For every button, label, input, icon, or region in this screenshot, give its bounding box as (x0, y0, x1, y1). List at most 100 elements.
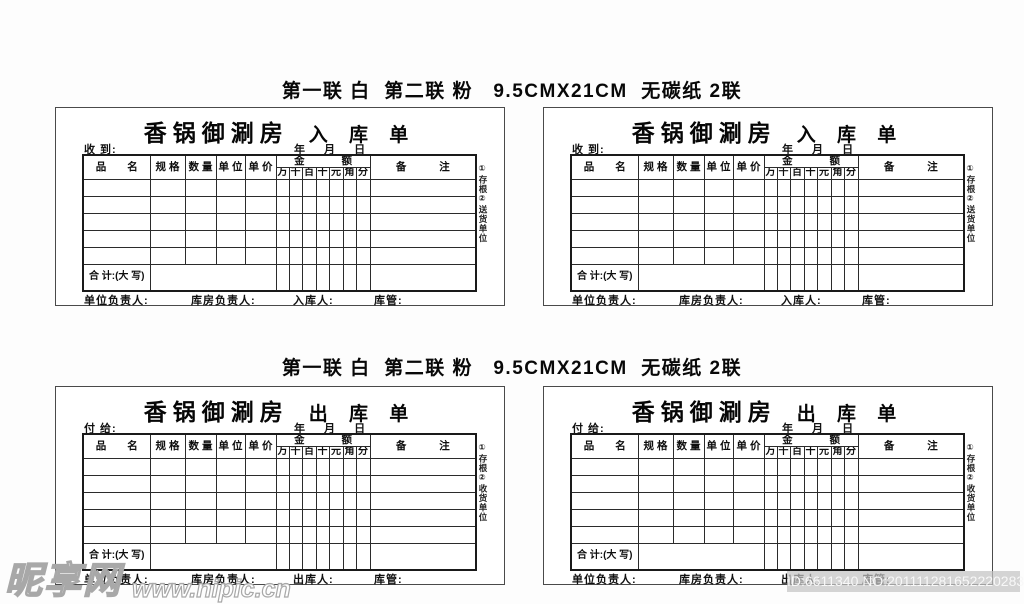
form-type-label: 入 库 单 (308, 125, 417, 146)
empty-cell (703, 229, 734, 248)
total-digit-cell (803, 263, 818, 292)
empty-cell (570, 229, 639, 248)
empty-cell (149, 491, 186, 510)
empty-cell (843, 229, 859, 248)
empty-cell (355, 246, 371, 265)
sig-keeper: 库管: (862, 295, 891, 307)
date-line: 年 月 日 (782, 144, 854, 156)
col-header-item: 品 名 (570, 154, 639, 180)
empty-cell (82, 212, 151, 231)
signature-row: 单位负责人: 库房负责人: 出库人: 库管: (56, 571, 504, 586)
sig-warehouse-manager: 库房负责人: (191, 574, 256, 586)
empty-cell (672, 246, 705, 265)
empty-cell (215, 474, 246, 493)
empty-cell (184, 491, 217, 510)
empty-cell (763, 178, 778, 197)
col-header-unit: 单 位 (703, 433, 734, 459)
blank-item-row (570, 491, 965, 510)
col-header-amount: 金 额 (275, 154, 371, 168)
empty-cell (288, 525, 303, 544)
empty-cell (275, 457, 290, 476)
empty-cell (184, 525, 217, 544)
empty-cell (789, 491, 805, 510)
empty-cell (184, 508, 217, 527)
empty-cell (703, 491, 734, 510)
empty-cell (215, 195, 246, 214)
empty-cell (570, 457, 639, 476)
total-words-cell (149, 542, 277, 571)
empty-cell (857, 491, 965, 510)
empty-cell (637, 229, 674, 248)
digit-shi: 十 (315, 445, 330, 459)
empty-cell (857, 246, 965, 265)
empty-cell (275, 195, 290, 214)
empty-cell (369, 178, 477, 197)
empty-cell (776, 491, 791, 510)
empty-cell (149, 195, 186, 214)
empty-cell (732, 195, 765, 214)
empty-cell (857, 212, 965, 231)
empty-cell (342, 525, 357, 544)
empty-cell (732, 212, 765, 231)
col-header-qty: 数 量 (184, 433, 217, 459)
brand-name: 香锅御涮房 (143, 399, 289, 426)
blank-item-rows (82, 457, 477, 544)
blank-item-row (570, 178, 965, 197)
empty-cell (342, 229, 357, 248)
blank-item-row (570, 474, 965, 493)
total-label: 合 计:(大 写) (570, 263, 639, 292)
empty-cell (732, 229, 765, 248)
digit-bai: 百 (789, 445, 805, 459)
signature-row: 单位负责人: 库房负责人: 入库人: 库管: (544, 292, 992, 307)
empty-cell (803, 525, 818, 544)
empty-cell (342, 491, 357, 510)
empty-cell (703, 178, 734, 197)
brand-name: 香锅御涮房 (631, 399, 777, 426)
empty-cell (215, 212, 246, 231)
empty-cell (301, 508, 317, 527)
empty-cell (328, 246, 344, 265)
form-stock-in-2: 香锅御涮房入 库 单 收 到: 年 月 日 品 名 规 格 数 量 单 位 单 … (543, 107, 993, 307)
col-header-qty: 数 量 (184, 154, 217, 180)
total-digit-cell (288, 542, 303, 571)
form-title: 香锅御涮房入 库 单 (544, 114, 992, 148)
empty-cell (355, 457, 371, 476)
empty-cell (149, 229, 186, 248)
col-header-unit: 单 位 (215, 433, 246, 459)
empty-cell (857, 457, 965, 476)
empty-cell (315, 457, 330, 476)
party-label: 收 到: (572, 144, 605, 156)
empty-cell (369, 525, 477, 544)
empty-cell (843, 195, 859, 214)
empty-cell (672, 457, 705, 476)
empty-cell (328, 178, 344, 197)
total-digit-cell (830, 263, 845, 292)
empty-cell (803, 491, 818, 510)
empty-cell (315, 525, 330, 544)
brand-name: 香锅御涮房 (143, 120, 289, 147)
empty-cell (244, 525, 277, 544)
total-digit-cell (275, 542, 290, 571)
empty-cell (184, 195, 217, 214)
col-header-amount: 金 额 (763, 433, 859, 447)
sig-unit-manager: 单位负责人: (572, 295, 637, 307)
empty-cell (315, 246, 330, 265)
total-digit-cell (328, 542, 344, 571)
empty-cell (275, 212, 290, 231)
total-digit-cell (776, 263, 791, 292)
empty-cell (789, 457, 805, 476)
empty-cell (776, 525, 791, 544)
sig-warehouse-manager: 库房负责人: (679, 574, 744, 586)
empty-cell (637, 246, 674, 265)
empty-cell (315, 474, 330, 493)
empty-cell (82, 491, 151, 510)
empty-cell (342, 195, 357, 214)
party-label: 付 给: (572, 423, 605, 435)
empty-cell (369, 246, 477, 265)
col-header-spec: 规 格 (149, 154, 186, 180)
date-line: 年 月 日 (782, 423, 854, 435)
empty-cell (703, 195, 734, 214)
digit-shi: 十 (315, 166, 330, 180)
total-digit-cell (843, 263, 859, 292)
copy-note: ①存根②送货单位 (478, 164, 488, 243)
